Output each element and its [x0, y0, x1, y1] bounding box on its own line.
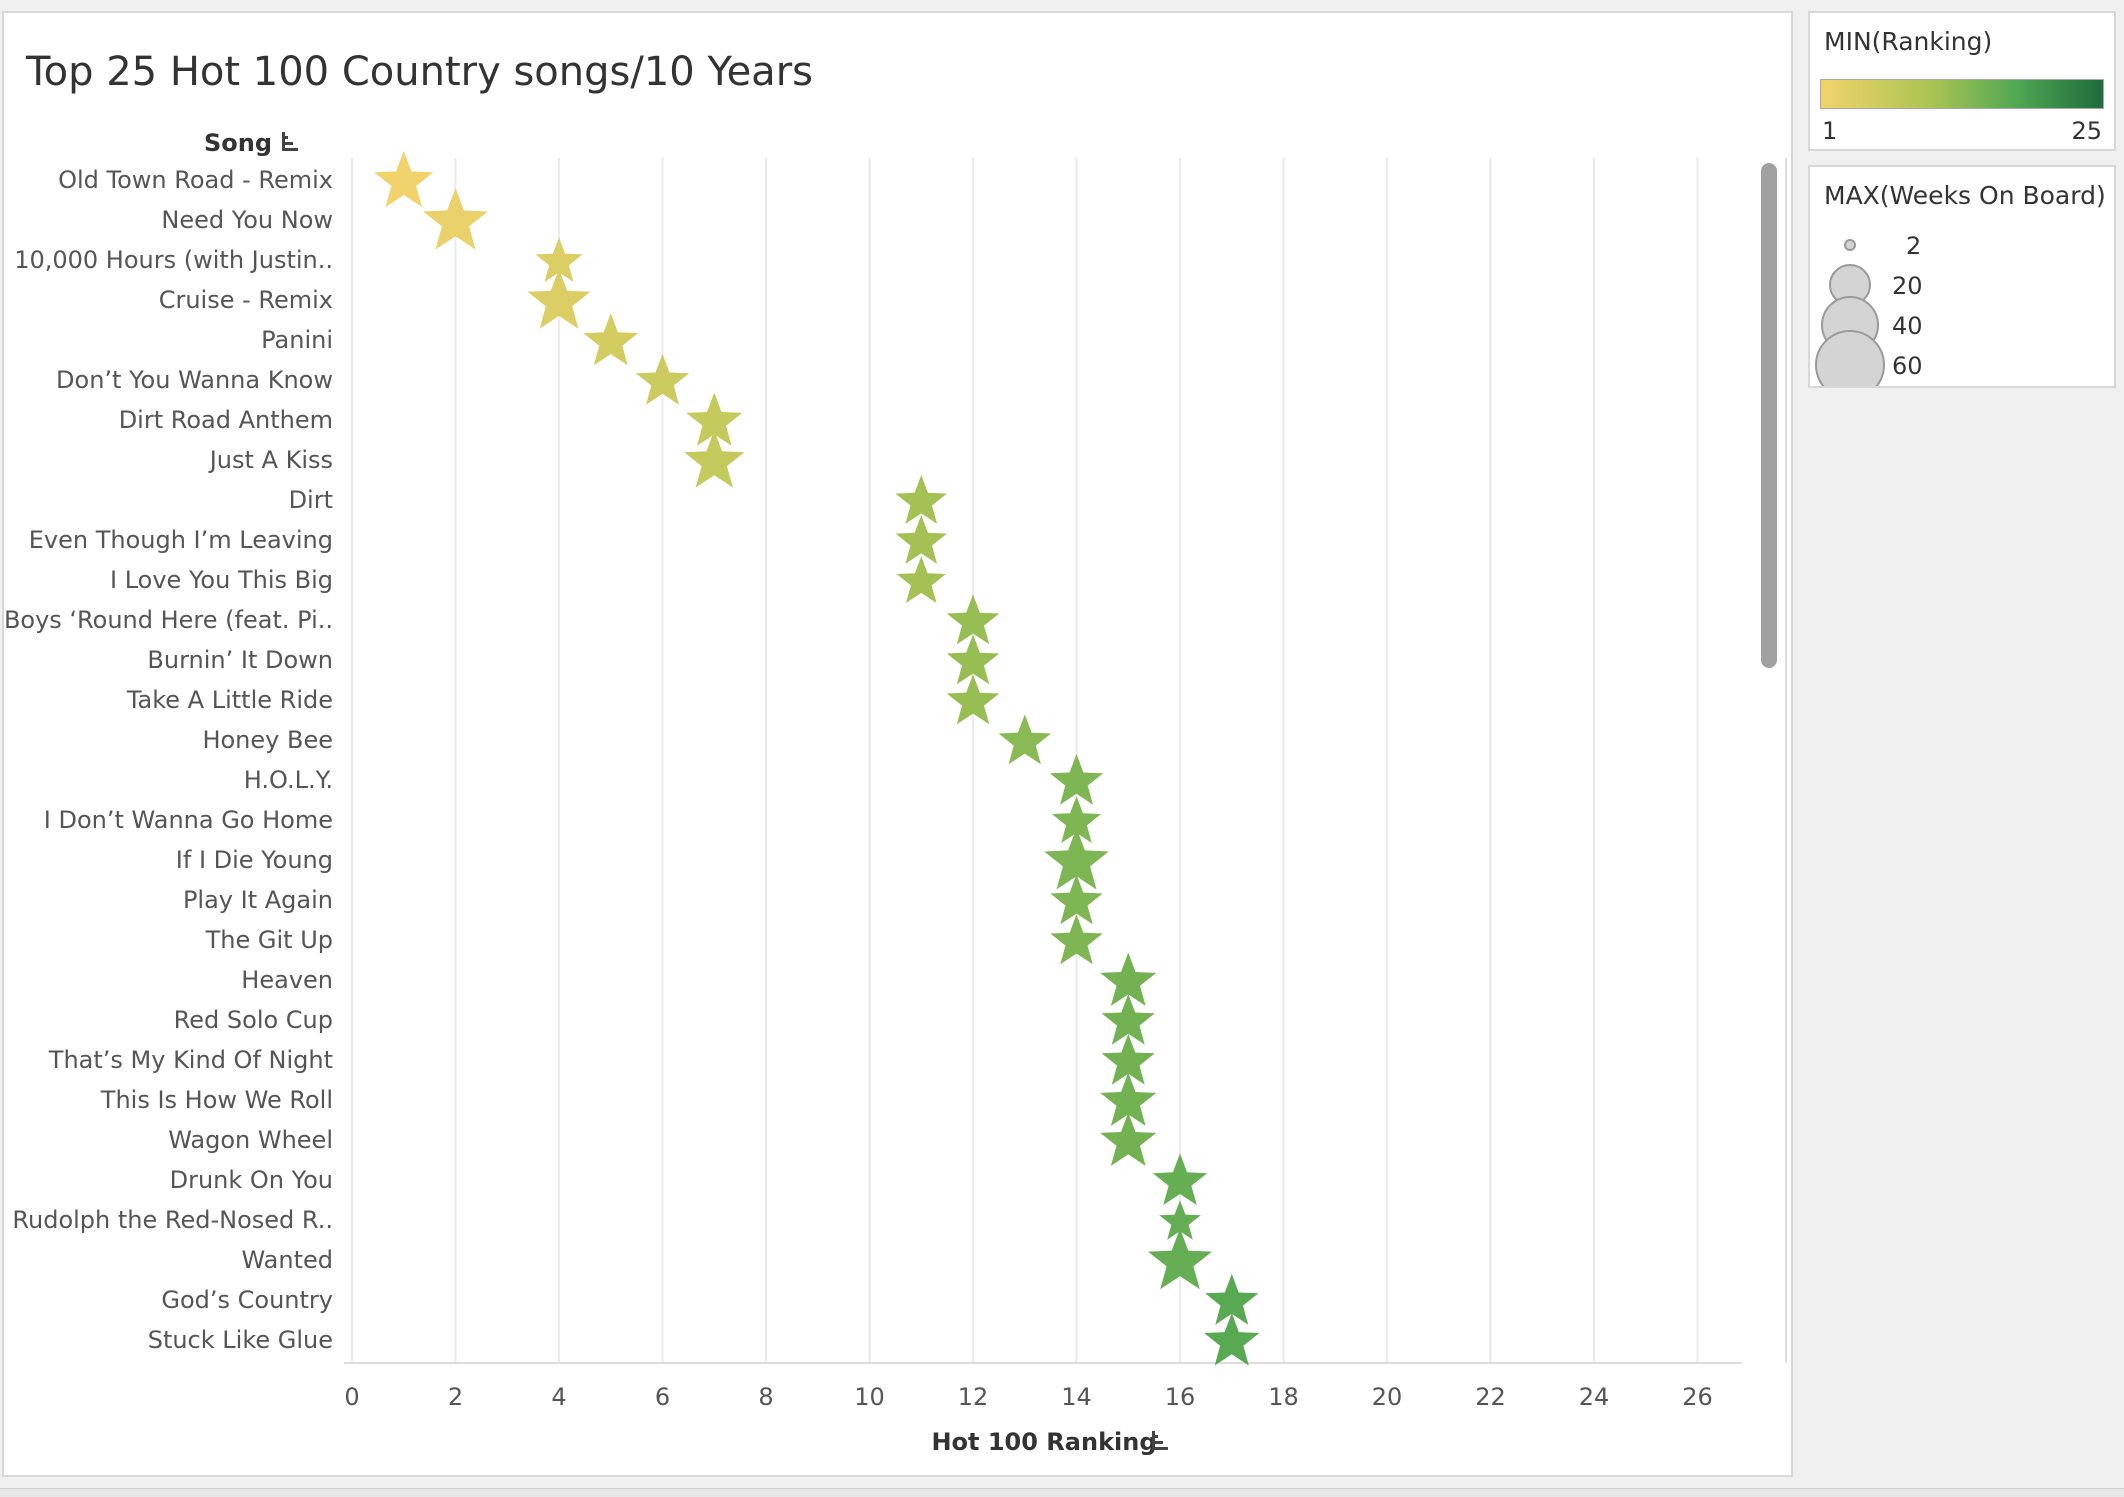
star-mark[interactable]	[946, 594, 1000, 645]
size-legend-label: 60	[1892, 352, 1923, 380]
star-mark[interactable]	[535, 237, 583, 282]
song-label: Burnin’ It Down	[147, 646, 333, 674]
song-label: Old Town Road - Remix	[58, 166, 333, 194]
star-mark[interactable]	[527, 268, 591, 329]
star-mark[interactable]	[1204, 1313, 1260, 1366]
x-tick-label: 6	[655, 1383, 670, 1411]
song-label: Red Solo Cup	[174, 1006, 333, 1034]
x-tick-label: 10	[854, 1383, 885, 1411]
song-label: This Is How We Roll	[100, 1086, 333, 1114]
star-mark[interactable]	[895, 515, 948, 564]
star-mark[interactable]	[946, 634, 1000, 685]
song-label: Don’t You Wanna Know	[56, 366, 333, 394]
song-label: The Git Up	[205, 926, 333, 954]
song-label: Take A Little Ride	[126, 686, 333, 714]
song-label: H.O.L.Y.	[244, 766, 333, 794]
x-tick-label: 8	[758, 1383, 773, 1411]
x-axis-sort-icon[interactable]	[1152, 1431, 1168, 1450]
color-ramp	[1820, 79, 2104, 109]
star-mark[interactable]	[1205, 1273, 1259, 1325]
vertical-scrollbar-thumb[interactable]	[1761, 163, 1777, 668]
star-mark[interactable]	[946, 674, 1000, 725]
star-mark[interactable]	[1049, 753, 1104, 805]
song-label: Even Though I’m Leaving	[29, 526, 333, 554]
song-label: I Love You This Big	[110, 566, 333, 594]
song-label: God’s Country	[161, 1286, 333, 1314]
color-legend-title: MIN(Ranking)	[1824, 27, 1993, 56]
song-label: I Don’t Wanna Go Home	[44, 806, 333, 834]
star-mark[interactable]	[374, 150, 434, 208]
song-label: Play It Again	[183, 886, 333, 914]
x-tick-label: 0	[344, 1383, 359, 1411]
size-legend-circle	[1844, 239, 1856, 251]
size-legend-label: 20	[1892, 272, 1923, 300]
star-mark[interactable]	[1152, 1153, 1208, 1206]
size-legend: MAX(Weeks On Board) 2 20 40 60	[1808, 165, 2116, 388]
x-tick-label: 20	[1372, 1383, 1403, 1411]
star-mark[interactable]	[1050, 914, 1103, 965]
star-mark[interactable]	[1100, 1112, 1157, 1166]
star-mark[interactable]	[583, 313, 639, 366]
star-mark[interactable]	[423, 188, 488, 250]
song-label: Stuck Like Glue	[148, 1326, 333, 1354]
size-legend-circle	[1815, 330, 1885, 386]
song-label: Heaven	[241, 966, 333, 994]
star-mark[interactable]	[895, 475, 948, 524]
color-ramp-max-label: 25	[2071, 117, 2102, 145]
x-tick-label: 18	[1268, 1383, 1299, 1411]
color-ramp-min-label: 1	[1822, 117, 1838, 145]
song-label: Dirt Road Anthem	[119, 406, 333, 434]
size-legend-title: MAX(Weeks On Board)	[1824, 181, 2106, 210]
chart-panel: Top 25 Hot 100 Country songs/10 Years 0 2…	[2, 11, 1793, 1477]
song-label: Honey Bee	[202, 726, 333, 754]
song-label: Panini	[261, 326, 333, 354]
x-tick-label: 14	[1061, 1383, 1092, 1411]
star-mark[interactable]	[1101, 993, 1155, 1045]
sheet-tab-strip[interactable]	[0, 1488, 2124, 1497]
y-axis-header: Song	[204, 129, 272, 157]
size-legend-items: 2 20 40 60	[1815, 232, 1923, 386]
size-legend-label: 2	[1906, 232, 1921, 260]
x-tick-label: 22	[1475, 1383, 1506, 1411]
x-tick-label: 4	[551, 1383, 566, 1411]
song-label: Cruise - Remix	[159, 286, 333, 314]
song-label: Need You Now	[161, 206, 333, 234]
star-mark[interactable]	[686, 392, 743, 446]
star-mark[interactable]	[1159, 1200, 1201, 1240]
star-mark[interactable]	[1148, 1228, 1212, 1290]
song-label: Wanted	[241, 1246, 333, 1274]
song-sort-icon[interactable]	[282, 132, 298, 151]
chart-title: Top 25 Hot 100 Country songs/10 Years	[26, 49, 813, 95]
song-label: That’s My Kind Of Night	[48, 1046, 333, 1074]
star-mark[interactable]	[635, 353, 690, 405]
star-mark[interactable]	[1051, 796, 1102, 843]
x-tick-label: 2	[448, 1383, 463, 1411]
song-label: Dirt	[289, 486, 333, 514]
star-mark[interactable]	[1044, 828, 1109, 890]
song-label: Boys ‘Round Here (feat. Pi..	[4, 606, 333, 634]
song-label: Just A Kiss	[208, 446, 333, 474]
star-mark[interactable]	[1050, 874, 1103, 925]
song-label: Wagon Wheel	[168, 1126, 333, 1154]
star-mark[interactable]	[1100, 1072, 1157, 1126]
x-axis-title: Hot 100 Ranking	[931, 1428, 1156, 1456]
star-mark[interactable]	[896, 556, 946, 603]
x-tick-label: 12	[958, 1383, 989, 1411]
star-mark[interactable]	[1100, 952, 1157, 1006]
size-legend-label: 40	[1892, 312, 1923, 340]
star-mark[interactable]	[998, 714, 1052, 765]
song-label: 10,000 Hours (with Justin..	[14, 246, 333, 274]
song-label: Drunk On You	[170, 1166, 333, 1194]
color-legend: MIN(Ranking) 1 25	[1808, 11, 2116, 151]
x-tick-label: 16	[1165, 1383, 1196, 1411]
star-mark[interactable]	[1101, 1033, 1155, 1085]
x-tick-label: 24	[1579, 1383, 1610, 1411]
song-label: If I Die Young	[176, 846, 333, 874]
star-mark[interactable]	[684, 430, 745, 488]
song-label: Rudolph the Red-Nosed R..	[12, 1206, 333, 1234]
x-tick-label: 26	[1682, 1383, 1713, 1411]
